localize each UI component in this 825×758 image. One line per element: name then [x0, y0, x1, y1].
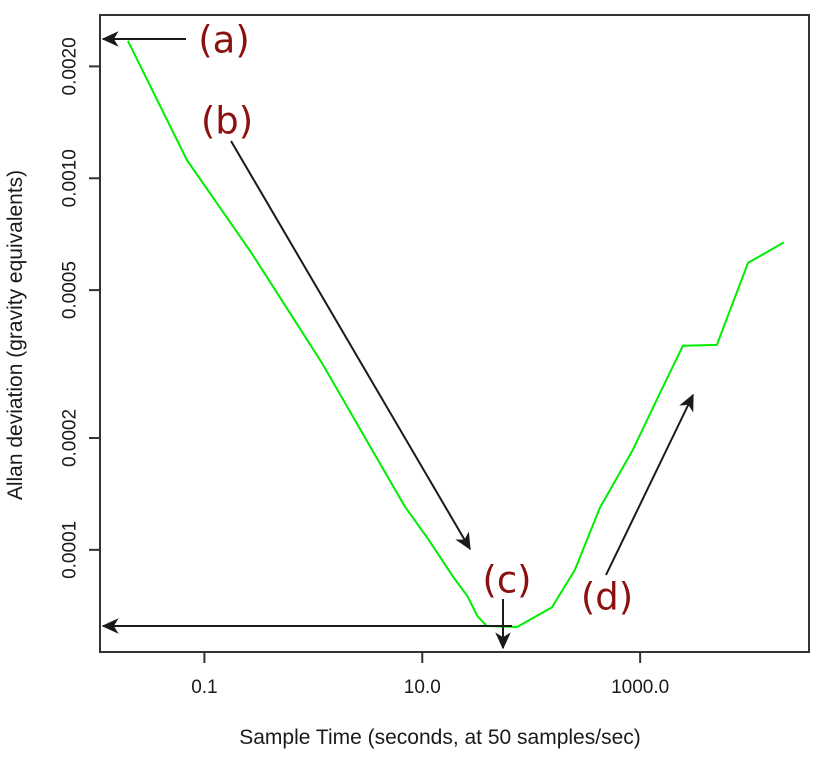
y-tick-label: 0.0005 [60, 261, 81, 319]
y-tick-label: 0.0020 [60, 37, 81, 95]
x-axis-ticks: 0.1 10.0 1000.0 [191, 652, 669, 698]
y-axis-ticks: 0.0020 0.0010 0.0005 0.0002 0.0001 [60, 37, 100, 579]
x-tick-label: 0.1 [191, 677, 217, 698]
annotation-label-a: (a) [198, 19, 250, 62]
y-tick-label: 0.0002 [60, 409, 81, 467]
annotation-label-d: (d) [581, 576, 633, 619]
annotation-label-b: (b) [201, 100, 253, 143]
annotation-arrow-d [605, 393, 694, 576]
x-tick-label: 1000.0 [611, 677, 669, 698]
x-axis-title: Sample Time (seconds, at 50 samples/sec) [239, 726, 641, 749]
y-axis-title: Allan deviation (gravity equivalents) [4, 170, 27, 500]
annotation-arrows [101, 31, 694, 650]
plot-border [99, 14, 810, 653]
annotation-label-c: (c) [482, 559, 531, 602]
y-tick-label: 0.0001 [60, 521, 81, 579]
x-tick-label: 10.0 [404, 677, 441, 698]
annotation-labels: (a) (b) (c) (d) [198, 19, 633, 619]
y-tick-label: 0.0010 [60, 149, 81, 207]
annotation-arrow-b [230, 140, 471, 551]
